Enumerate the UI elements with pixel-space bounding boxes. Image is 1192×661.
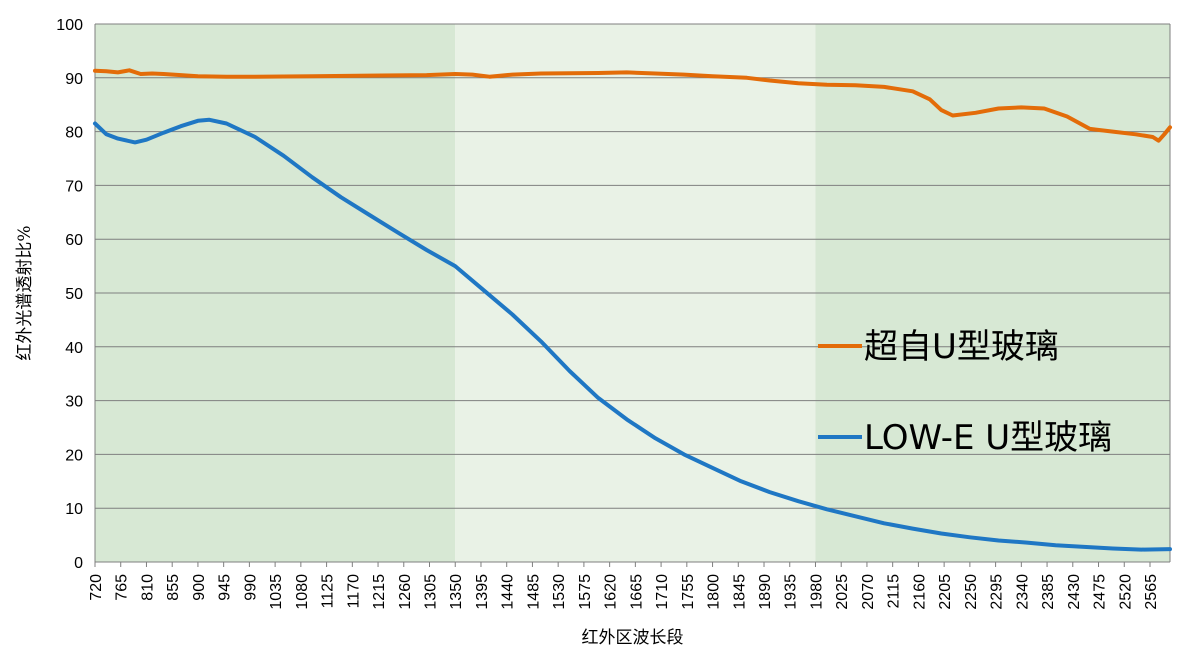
x-tick-label: 2025	[834, 574, 851, 610]
y-tick-label: 90	[65, 71, 83, 88]
x-tick-label: 1215	[371, 574, 388, 610]
y-tick-label: 70	[65, 178, 83, 195]
y-axis-title: 红外光谱透射比%	[15, 225, 35, 360]
x-tick-label: 1845	[731, 574, 748, 610]
x-tick-label: 1080	[294, 574, 311, 610]
x-tick-label: 1440	[500, 574, 517, 610]
legend-label-series-1: 超自U型玻璃	[864, 327, 1059, 367]
y-tick-label: 100	[56, 17, 83, 34]
x-tick-label: 2385	[1040, 574, 1057, 610]
x-tick-label: 1755	[680, 574, 697, 610]
x-tick-label: 990	[242, 574, 259, 601]
x-tick-label: 1935	[783, 574, 800, 610]
series-line-2	[93, 117, 1172, 552]
y-tick-label: 60	[65, 232, 83, 249]
legend: 超自U型玻璃 LOW-E U型玻璃	[818, 327, 1112, 458]
y-tick-label: 80	[65, 125, 83, 142]
series-lines	[93, 68, 1172, 552]
x-tick-label: 1620	[603, 574, 620, 610]
y-tick-label: 40	[65, 340, 83, 357]
y-tick-label: 30	[65, 394, 83, 411]
x-tick-label: 1485	[525, 574, 542, 610]
x-tick-label: 2565	[1143, 574, 1160, 610]
x-tick-label: 1395	[474, 574, 491, 610]
y-tick-label: 20	[65, 447, 83, 464]
x-tick-label: 2295	[989, 574, 1006, 610]
x-tick-label: 1890	[757, 574, 774, 610]
x-tick-label: 2430	[1066, 574, 1083, 610]
x-tick-label: 2520	[1117, 574, 1134, 610]
x-tick-label: 1665	[628, 574, 645, 610]
legend-label-series-2: LOW-E U型玻璃	[864, 418, 1112, 458]
x-tick-label: 2340	[1014, 574, 1031, 610]
x-tick-label: 2115	[886, 574, 903, 609]
x-tick-label: 720	[88, 574, 105, 601]
x-tick-label: 1125	[320, 574, 337, 609]
x-tick-label: 855	[165, 574, 182, 601]
x-tick-label: 765	[114, 574, 131, 601]
x-axis-ticks: 720 765 810 855 900 945 990 1035 1080 1125 1170 121…	[88, 562, 1160, 610]
x-tick-label: 1800	[706, 574, 723, 610]
x-tick-label: 2205	[937, 574, 954, 610]
x-tick-label: 1170	[345, 574, 362, 609]
x-tick-label: 1035	[268, 574, 285, 610]
x-tick-label: 1260	[397, 574, 414, 610]
x-tick-label: 1530	[551, 574, 568, 610]
series-line-1	[93, 68, 1172, 143]
y-tick-label: 50	[65, 286, 83, 303]
x-tick-label: 2475	[1092, 574, 1109, 610]
x-tick-label: 1575	[577, 574, 594, 610]
x-tick-label: 1710	[654, 574, 671, 610]
gridlines	[94, 23, 1171, 563]
y-tick-label: 10	[65, 501, 83, 518]
x-tick-label: 1350	[448, 574, 465, 610]
x-tick-label: 2160	[911, 574, 928, 610]
y-tick-label: 0	[74, 555, 83, 572]
y-axis-ticks: 0 10 20 30 40 50 60 70 80 90 100	[56, 17, 83, 572]
x-tick-label: 900	[191, 574, 208, 601]
x-tick-label: 2070	[860, 574, 877, 610]
x-tick-label: 810	[139, 574, 156, 601]
x-tick-label: 1980	[808, 574, 825, 610]
x-tick-label: 2250	[963, 574, 980, 610]
x-tick-label: 945	[217, 574, 234, 601]
x-axis-title: 红外区波长段	[582, 628, 684, 648]
x-tick-label: 1305	[423, 574, 440, 610]
